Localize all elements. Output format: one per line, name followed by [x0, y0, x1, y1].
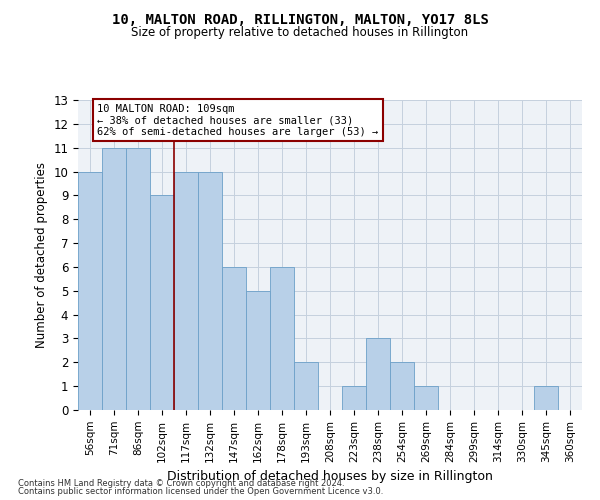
- Text: 10, MALTON ROAD, RILLINGTON, MALTON, YO17 8LS: 10, MALTON ROAD, RILLINGTON, MALTON, YO1…: [112, 12, 488, 26]
- Bar: [102, 148, 126, 410]
- Bar: [246, 291, 270, 410]
- Bar: [534, 386, 558, 410]
- Bar: [174, 172, 198, 410]
- Text: Contains public sector information licensed under the Open Government Licence v3: Contains public sector information licen…: [18, 487, 383, 496]
- Bar: [390, 362, 414, 410]
- Text: Size of property relative to detached houses in Rillington: Size of property relative to detached ho…: [131, 26, 469, 39]
- Bar: [198, 172, 222, 410]
- Y-axis label: Number of detached properties: Number of detached properties: [35, 162, 48, 348]
- Bar: [78, 172, 102, 410]
- Bar: [342, 386, 366, 410]
- Bar: [150, 196, 174, 410]
- Bar: [294, 362, 318, 410]
- Bar: [366, 338, 390, 410]
- Text: Contains HM Land Registry data © Crown copyright and database right 2024.: Contains HM Land Registry data © Crown c…: [18, 478, 344, 488]
- Text: 10 MALTON ROAD: 109sqm
← 38% of detached houses are smaller (33)
62% of semi-det: 10 MALTON ROAD: 109sqm ← 38% of detached…: [97, 104, 379, 137]
- Bar: [222, 267, 246, 410]
- Bar: [414, 386, 438, 410]
- Bar: [126, 148, 150, 410]
- X-axis label: Distribution of detached houses by size in Rillington: Distribution of detached houses by size …: [167, 470, 493, 483]
- Bar: [270, 267, 294, 410]
